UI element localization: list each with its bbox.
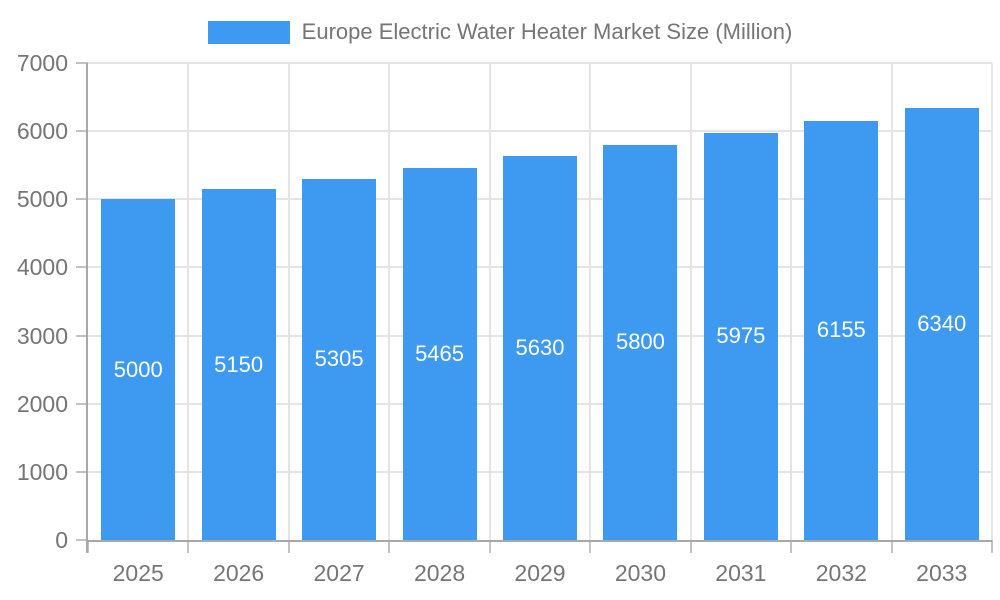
y-tick-label: 2000 bbox=[16, 390, 68, 417]
x-axis-tick bbox=[589, 540, 592, 553]
y-tick-label: 5000 bbox=[16, 186, 68, 213]
y-tick-label: 1000 bbox=[16, 458, 68, 485]
y-tick-label: 0 bbox=[55, 527, 68, 553]
v-gridline bbox=[187, 63, 190, 540]
bar-2031[interactable] bbox=[703, 132, 778, 540]
y-axis-tick bbox=[76, 539, 88, 541]
v-gridline bbox=[388, 63, 391, 540]
y-axis-tick bbox=[76, 130, 88, 133]
v-gridline bbox=[287, 63, 290, 540]
y-axis-line bbox=[86, 63, 88, 553]
bar-value-label: 6155 bbox=[816, 317, 866, 343]
bar-value-label: 5305 bbox=[314, 346, 364, 372]
v-gridline bbox=[790, 63, 793, 540]
x-axis-line bbox=[88, 540, 992, 542]
x-tick-label: 2026 bbox=[213, 560, 265, 586]
bar-value-label: 5150 bbox=[214, 351, 264, 377]
x-tick-label: 2029 bbox=[514, 560, 566, 586]
y-tick-label: 7000 bbox=[16, 50, 68, 76]
bar-value-label: 5975 bbox=[716, 323, 766, 349]
bar-2028[interactable] bbox=[402, 167, 477, 540]
x-tick-label: 2032 bbox=[815, 560, 867, 586]
v-gridline bbox=[991, 63, 993, 540]
x-axis-tick bbox=[388, 540, 391, 553]
y-axis-tick bbox=[76, 470, 88, 473]
bar-value-label: 5465 bbox=[415, 340, 465, 366]
y-axis-tick bbox=[76, 334, 88, 337]
x-tick-label: 2033 bbox=[916, 560, 968, 586]
y-tick-label: 4000 bbox=[16, 254, 68, 281]
x-axis-tick bbox=[991, 540, 993, 553]
bar-value-label: 5630 bbox=[515, 335, 565, 361]
v-gridline bbox=[689, 63, 692, 540]
v-gridline bbox=[488, 63, 491, 540]
x-axis-tick bbox=[87, 540, 89, 553]
y-tick-label: 6000 bbox=[16, 118, 68, 145]
bar-value-label: 5800 bbox=[615, 329, 665, 355]
x-tick-label: 2027 bbox=[313, 560, 365, 586]
v-gridline bbox=[890, 63, 893, 540]
y-axis-tick bbox=[76, 198, 88, 201]
x-tick-label: 2028 bbox=[413, 560, 466, 586]
h-gridline bbox=[88, 130, 992, 133]
x-tick-label: 2031 bbox=[715, 560, 767, 586]
y-axis-tick bbox=[76, 402, 88, 405]
bar-2030[interactable] bbox=[603, 144, 678, 540]
bar-2027[interactable] bbox=[302, 178, 377, 540]
bar-2033[interactable] bbox=[904, 107, 979, 540]
bar-value-label: 5000 bbox=[113, 356, 163, 382]
y-axis-tick bbox=[76, 62, 88, 64]
legend-swatch-icon bbox=[207, 20, 290, 44]
x-axis-tick bbox=[890, 540, 893, 553]
x-axis-tick bbox=[287, 540, 290, 553]
bar-2026[interactable] bbox=[201, 189, 276, 540]
x-tick-label: 2030 bbox=[614, 560, 667, 586]
h-gridline bbox=[88, 62, 992, 64]
y-tick-label: 3000 bbox=[16, 322, 68, 349]
y-axis-tick bbox=[76, 266, 88, 269]
x-axis-tick bbox=[187, 540, 190, 553]
bar-2029[interactable] bbox=[503, 156, 577, 540]
chart-legend[interactable]: Europe Electric Water Heater Market Size… bbox=[0, 19, 1000, 45]
x-axis-tick bbox=[790, 540, 793, 553]
x-tick-label: 2025 bbox=[112, 560, 164, 586]
bar-2032[interactable] bbox=[804, 120, 879, 540]
x-axis-tick bbox=[488, 540, 491, 553]
v-gridline bbox=[589, 63, 592, 540]
bar-value-label: 6340 bbox=[917, 310, 967, 336]
x-axis-tick bbox=[689, 540, 692, 553]
legend-label: Europe Electric Water Heater Market Size… bbox=[301, 19, 793, 44]
bar-2025[interactable] bbox=[101, 199, 176, 540]
